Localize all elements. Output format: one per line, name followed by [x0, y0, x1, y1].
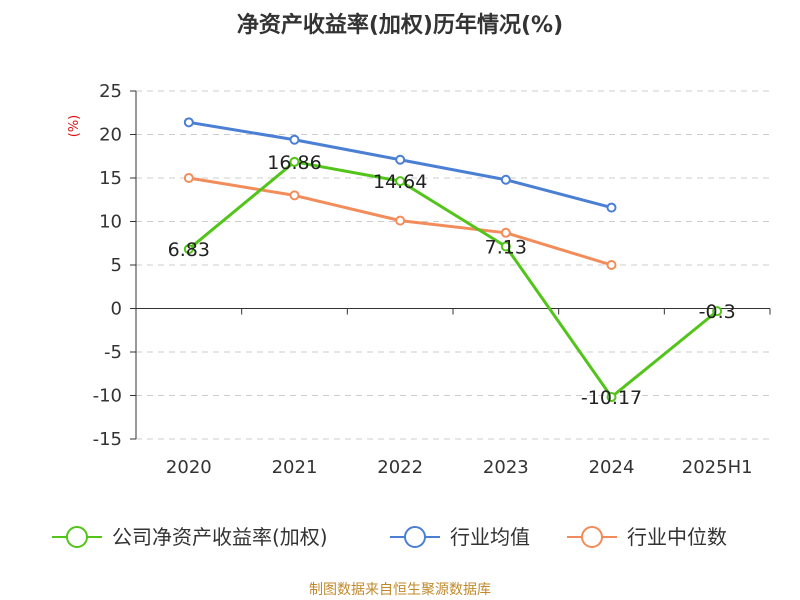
series-point-1: [606, 202, 617, 213]
series-point-2: [289, 190, 300, 201]
x-tick-label: 2021: [272, 457, 318, 478]
series-point-0: [183, 244, 194, 255]
chart-title: 净资产收益率(加权)历年情况(%): [237, 12, 563, 38]
y-tick-label: -15: [93, 429, 122, 450]
x-tick-label: 2023: [483, 457, 529, 478]
series-point-2: [500, 227, 511, 238]
y-axis-label: (%): [67, 115, 82, 138]
data-label: 6.83: [168, 239, 210, 261]
source-note: 制图数据来自恒生聚源数据库: [309, 582, 491, 598]
data-label: 14.64: [373, 171, 427, 193]
series-point-0: [606, 391, 617, 402]
y-tick-label: 10: [99, 212, 122, 233]
series-point-1: [500, 174, 511, 185]
data-labels: 6.83 16.86 14.64 7.13 -10.17 -0.3: [168, 152, 736, 409]
series-point-2: [606, 260, 617, 270]
legend-marker: [404, 526, 426, 548]
x-tick-label: 2024: [589, 457, 635, 478]
data-label: -10.17: [581, 387, 642, 409]
y-tick-labels: 25 20 15 10 5 0 -5 -10 -15: [93, 81, 122, 450]
legend-item-1: 行业均值: [390, 525, 530, 549]
x-tick-labels: 2020 2021 2022 2023 2024 2025H1: [166, 457, 753, 478]
series-point-0: [500, 241, 511, 252]
x-tick-label: 2020: [166, 457, 212, 478]
legend-marker: [66, 526, 88, 548]
series-point-1: [395, 154, 406, 165]
data-label: -0.3: [699, 301, 736, 323]
y-tick-label: 0: [111, 299, 122, 320]
legend-item-0: 公司净资产收益率(加权): [52, 525, 328, 549]
series-point-0: [395, 176, 406, 187]
series-line-0: [187, 160, 719, 399]
y-tick-label: -5: [104, 342, 122, 363]
series-point-1: [183, 117, 194, 128]
grid-lines: [136, 90, 770, 440]
series-point-0: [289, 156, 300, 167]
axes: [130, 90, 771, 440]
data-label: 16.86: [267, 152, 321, 174]
legend: 公司净资产收益率(加权) 行业均值 行业中位数: [52, 525, 727, 549]
legend-marker: [581, 526, 603, 548]
legend-item-2: 行业中位数: [567, 525, 727, 549]
series-point-2: [395, 215, 406, 226]
y-tick-label: -10: [93, 386, 122, 407]
legend-label: 公司净资产收益率(加权): [112, 525, 328, 549]
data-label: 7.13: [485, 236, 527, 258]
y-tick-label: 5: [111, 255, 122, 276]
x-tick-label: 2022: [377, 457, 423, 478]
series-group: [183, 117, 723, 402]
series-point-1: [289, 134, 300, 145]
legend-label: 行业中位数: [627, 525, 727, 549]
series-point-2: [183, 173, 194, 183]
y-tick-label: 25: [99, 81, 122, 102]
x-tick-label: 2025H1: [682, 457, 753, 478]
y-tick-label: 20: [99, 125, 122, 146]
legend-label: 行业均值: [450, 525, 530, 549]
y-tick-label: 15: [99, 168, 122, 189]
series-point-0: [712, 306, 723, 317]
